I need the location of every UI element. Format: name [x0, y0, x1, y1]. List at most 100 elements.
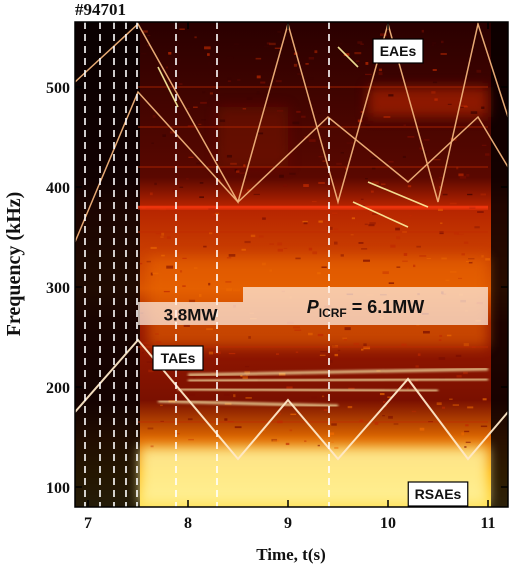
speckle — [179, 270, 183, 273]
speckle — [266, 42, 271, 45]
speckle — [334, 446, 339, 449]
chirp-spark — [367, 181, 429, 208]
speckle — [174, 433, 180, 435]
speckle — [371, 167, 376, 170]
speckle — [402, 260, 408, 262]
speckle — [382, 414, 385, 417]
speckle — [480, 193, 487, 196]
speckle — [140, 53, 147, 55]
speckle — [453, 231, 459, 235]
late-dark-region — [491, 22, 508, 507]
speckle — [416, 245, 421, 248]
speckle — [226, 56, 234, 59]
speckle — [294, 329, 302, 331]
speckle — [449, 271, 457, 273]
speckle — [225, 281, 232, 283]
x-tick-label: 10 — [380, 515, 396, 532]
speckle — [150, 246, 157, 249]
speckle — [394, 219, 402, 222]
speckle — [245, 365, 250, 368]
speckle — [485, 153, 490, 156]
speckle — [273, 76, 278, 78]
speckle — [243, 164, 246, 167]
speckle — [242, 108, 247, 110]
speckle — [364, 223, 368, 226]
speckle — [323, 408, 328, 412]
speckle — [240, 375, 243, 377]
speckle — [257, 132, 264, 135]
speckle — [227, 77, 232, 81]
speckle — [481, 106, 485, 109]
y-tick-label: 500 — [46, 80, 70, 97]
speckle — [350, 234, 354, 236]
speckle — [208, 282, 211, 286]
speckle — [226, 288, 232, 292]
speckle — [324, 395, 329, 397]
speckle — [344, 327, 351, 331]
speckle — [187, 125, 195, 127]
speckle — [141, 351, 145, 354]
speckle — [139, 262, 143, 265]
speckle — [146, 44, 151, 47]
sweep-line-middle — [75, 90, 508, 243]
speckle — [365, 178, 368, 180]
speckle — [357, 41, 363, 44]
speckle — [459, 175, 467, 179]
speckle — [162, 134, 166, 137]
speckle — [256, 91, 260, 95]
speckle — [318, 220, 323, 223]
speckle — [215, 212, 219, 215]
speckle — [150, 445, 154, 448]
speckle — [203, 245, 207, 248]
speckle — [198, 294, 202, 297]
speckle — [155, 233, 161, 235]
mode-label-text: RSAEs — [415, 486, 462, 502]
speckle — [245, 397, 252, 399]
speckle — [466, 173, 470, 177]
speckle — [143, 342, 150, 344]
speckle — [152, 272, 159, 275]
speckle — [417, 353, 421, 356]
speckle — [396, 266, 401, 268]
speckle — [182, 257, 187, 259]
speckle — [432, 81, 438, 84]
speckle — [269, 243, 274, 245]
speckle — [396, 236, 401, 240]
speckle — [360, 198, 364, 200]
speckle — [308, 247, 313, 251]
mode-bands-layer — [157, 367, 489, 408]
speckle — [460, 61, 464, 64]
speckle — [188, 438, 194, 441]
speckle — [277, 248, 283, 252]
power-label-high: PICRF = 6.1MW — [307, 297, 425, 320]
speckle — [244, 240, 251, 244]
speckle — [419, 427, 425, 431]
speckle — [241, 248, 246, 251]
speckle — [416, 324, 420, 326]
speckle — [361, 348, 364, 351]
speckle — [374, 422, 379, 425]
speckle — [149, 192, 153, 196]
speckle — [198, 123, 202, 125]
speckle — [272, 439, 280, 442]
y-axis-ticks: 100 200 300 400 500 — [46, 80, 508, 497]
mode-label-box — [152, 345, 204, 371]
mode-label-text: EAEs — [380, 43, 417, 59]
mode-band — [187, 377, 489, 383]
speckle — [275, 80, 282, 83]
speckle — [256, 75, 261, 79]
speckle — [336, 162, 342, 165]
speckle — [406, 387, 409, 390]
speckle — [446, 334, 452, 337]
speckle — [382, 271, 389, 275]
speckle — [244, 371, 250, 374]
speckle — [179, 186, 184, 188]
speckle — [395, 227, 400, 231]
speckle — [371, 181, 379, 185]
speckle — [147, 427, 154, 430]
speckle — [334, 353, 339, 357]
speckle — [206, 328, 213, 331]
speckle — [290, 413, 297, 416]
speckle — [463, 343, 469, 347]
speckle — [445, 279, 450, 281]
